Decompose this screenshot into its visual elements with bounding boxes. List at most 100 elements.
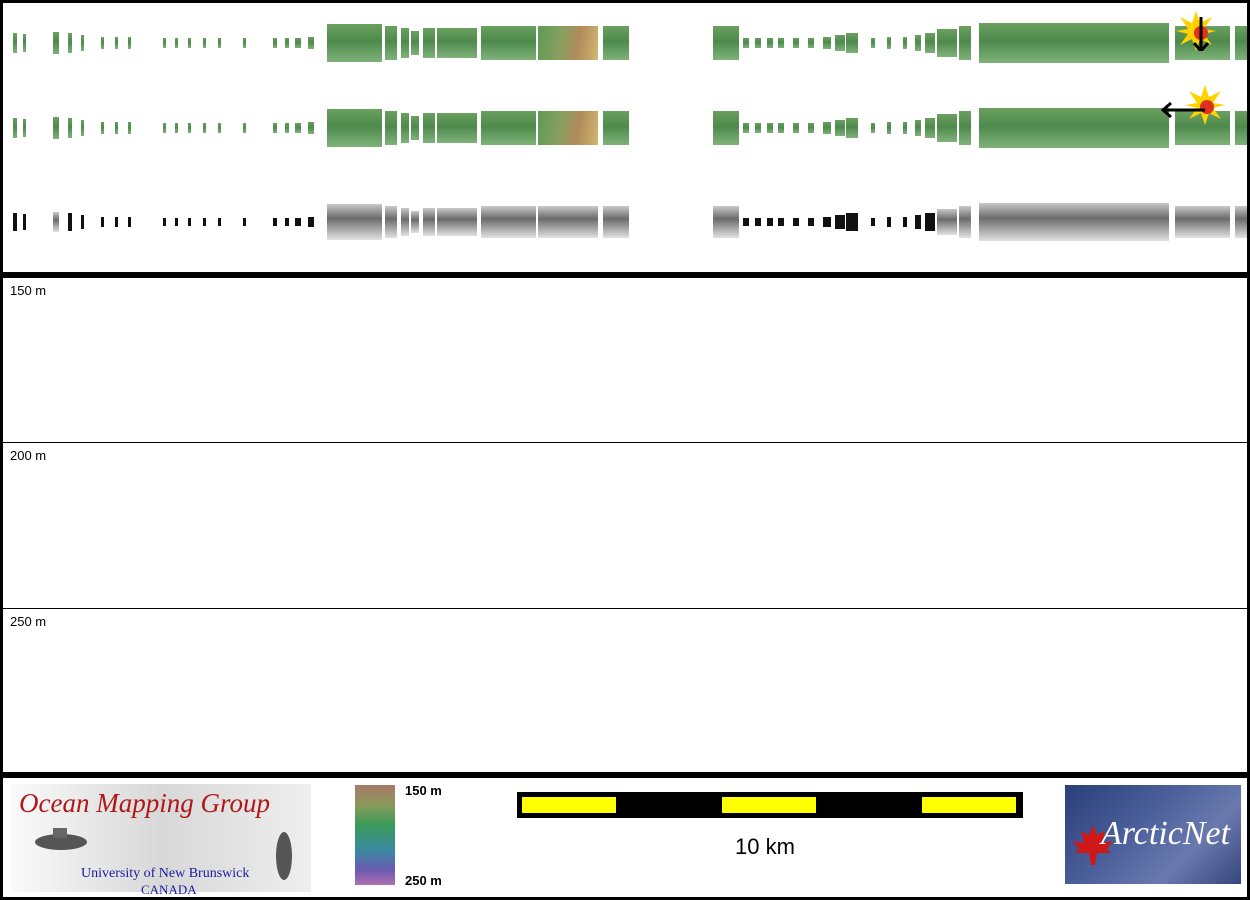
strip-row-sun-east — [3, 98, 1247, 158]
swath-segment — [401, 208, 409, 236]
swath-segment — [603, 111, 629, 145]
sun-east-icon — [1161, 85, 1225, 125]
swath-segment — [203, 38, 206, 48]
swath-segment — [411, 116, 419, 140]
swath-segment — [13, 118, 17, 138]
swath-segment — [823, 217, 831, 227]
swath-segment — [887, 122, 891, 134]
swath-segment — [243, 123, 246, 133]
swath-segment — [115, 217, 118, 227]
swath-segment — [101, 217, 104, 227]
swath-segment — [163, 38, 166, 48]
swath-segment — [846, 33, 858, 53]
swath-segment — [101, 37, 104, 49]
swath-segment — [713, 206, 739, 238]
swath-segment — [481, 26, 536, 60]
swath-segment — [979, 23, 1169, 63]
swath-segment — [423, 113, 435, 143]
swath-segment — [767, 38, 773, 48]
scale-bar-segment — [522, 797, 616, 813]
swath-segment — [925, 118, 935, 138]
swath-segment — [243, 38, 246, 48]
swath-segment — [53, 212, 59, 232]
swath-segment — [538, 26, 598, 60]
swath-segment — [871, 218, 875, 226]
swath-segment — [835, 35, 845, 51]
swath-segment — [273, 38, 277, 48]
swath-segment — [778, 123, 784, 133]
swath-segment — [835, 215, 845, 229]
swath-segment — [481, 206, 536, 238]
swath-segment — [538, 111, 598, 145]
colorbar-top-label: 150 m — [405, 783, 442, 798]
swath-segment — [1235, 26, 1247, 60]
swath-segment — [1235, 111, 1247, 145]
swath-segment — [743, 123, 749, 133]
colorbar-bottom-label: 250 m — [405, 873, 442, 888]
swath-segment — [755, 123, 761, 133]
swath-segment — [481, 111, 536, 145]
swath-segment — [13, 213, 17, 231]
swath-segment — [823, 37, 831, 49]
depth-band: 200 m — [3, 443, 1247, 609]
swath-segment — [871, 38, 875, 48]
swath-segment — [755, 218, 761, 226]
swath-segment — [53, 32, 59, 54]
swath-segment — [437, 208, 477, 236]
swath-segment — [81, 35, 84, 51]
scale-bar — [517, 792, 1023, 818]
swath-segment — [437, 113, 477, 143]
swath-segment — [937, 209, 957, 235]
swath-segment — [273, 218, 277, 226]
swath-segment — [23, 214, 26, 230]
swath-segment — [188, 123, 191, 133]
swath-segment — [327, 204, 382, 240]
swath-segment — [959, 111, 971, 145]
swath-segment — [915, 35, 921, 51]
swath-segment — [887, 37, 891, 49]
swath-segment — [903, 217, 907, 227]
swath-segment — [887, 217, 891, 227]
arcticnet-logo: ArcticNet — [1065, 785, 1241, 884]
swath-segment — [1235, 206, 1247, 238]
swath-segment — [295, 123, 301, 133]
swath-segment — [218, 218, 221, 226]
swath-segment — [713, 111, 739, 145]
swath-segment — [203, 123, 206, 133]
swath-segment — [778, 218, 784, 226]
swath-segment — [959, 206, 971, 238]
depth-label: 200 m — [10, 448, 47, 463]
swath-segment — [793, 123, 799, 133]
swath-segment — [163, 123, 166, 133]
depth-band: 150 m — [3, 278, 1247, 443]
swath-segment — [81, 215, 84, 229]
strip-row-sun-north — [3, 13, 1247, 73]
swath-segment — [903, 122, 907, 134]
swath-segment — [411, 211, 419, 233]
swath-segment — [385, 26, 397, 60]
swath-segment — [538, 206, 598, 238]
swath-segment — [285, 218, 289, 226]
depth-colorbar — [355, 785, 395, 885]
swath-segment — [243, 218, 246, 226]
omg-university: University of New Brunswick — [81, 866, 250, 881]
swath-strips-panel — [3, 3, 1247, 272]
arcticnet-wordmark: ArcticNet — [1101, 815, 1231, 852]
swath-segment — [423, 208, 435, 236]
swath-segment — [437, 28, 477, 58]
swath-segment — [915, 120, 921, 136]
swath-segment — [846, 118, 858, 138]
survey-vessel-icon — [276, 832, 292, 880]
depth-label: 150 m — [10, 283, 47, 298]
swath-segment — [401, 113, 409, 143]
swath-segment — [163, 218, 166, 226]
swath-segment — [308, 37, 314, 49]
swath-segment — [13, 33, 17, 53]
swath-segment — [959, 26, 971, 60]
swath-segment — [188, 218, 191, 226]
swath-segment — [979, 108, 1169, 148]
legend-footer: Ocean Mapping Group University of New Br… — [3, 778, 1247, 897]
swath-segment — [68, 213, 72, 231]
swath-segment — [295, 218, 301, 226]
swath-segment — [937, 114, 957, 142]
